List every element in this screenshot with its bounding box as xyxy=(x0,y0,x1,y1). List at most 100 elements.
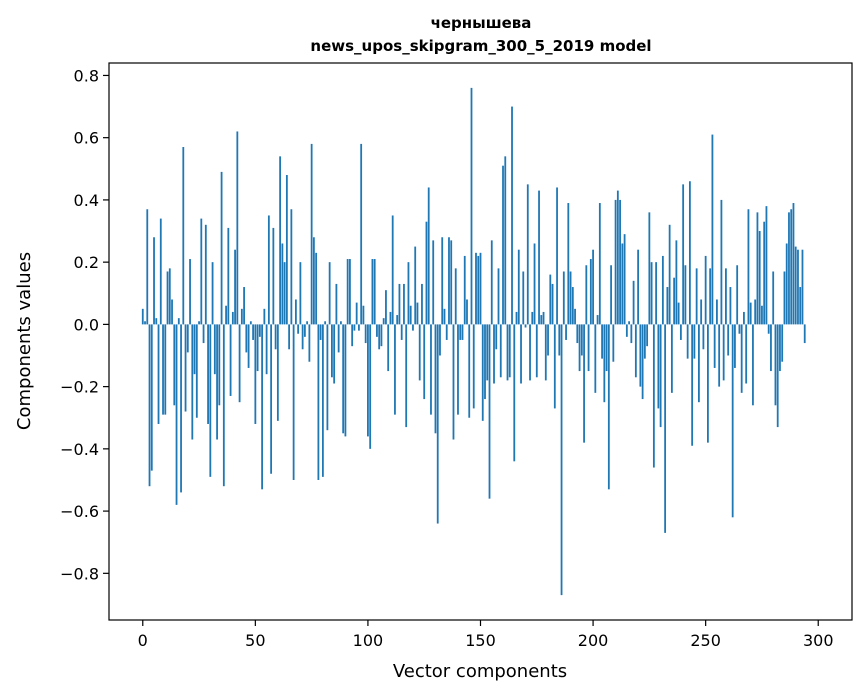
bar xyxy=(756,212,759,325)
bar xyxy=(249,321,252,325)
bar xyxy=(461,324,464,340)
bar xyxy=(562,271,565,325)
bar xyxy=(369,324,372,449)
bar xyxy=(716,299,718,325)
bar xyxy=(484,324,486,400)
bar xyxy=(560,324,563,596)
bar xyxy=(321,324,324,477)
bar xyxy=(204,224,207,325)
bar xyxy=(434,324,437,434)
bar xyxy=(312,237,315,325)
bar xyxy=(666,287,669,325)
bar xyxy=(141,308,144,325)
bar xyxy=(495,324,498,350)
bar xyxy=(702,324,705,350)
bar xyxy=(556,187,558,325)
bar xyxy=(353,324,356,331)
bar xyxy=(274,324,277,350)
bar xyxy=(612,324,615,362)
bar xyxy=(565,324,567,340)
bar xyxy=(166,271,169,325)
bar xyxy=(788,212,790,325)
bar xyxy=(452,324,455,440)
bar xyxy=(414,246,417,325)
bar xyxy=(200,218,203,325)
bar xyxy=(538,190,540,325)
bar xyxy=(790,209,793,325)
bar xyxy=(752,324,754,406)
bar xyxy=(657,324,660,409)
bar xyxy=(767,324,770,334)
bar xyxy=(252,324,254,340)
bar xyxy=(240,308,243,325)
bar xyxy=(511,106,513,325)
bar xyxy=(677,302,680,325)
bar xyxy=(276,324,279,421)
bar xyxy=(423,324,426,400)
bar xyxy=(398,283,401,325)
x-tick-label: 250 xyxy=(690,631,721,650)
bar xyxy=(502,165,504,325)
bar xyxy=(297,324,300,334)
x-tick-label: 0 xyxy=(138,631,148,650)
bar xyxy=(571,287,574,325)
bar xyxy=(317,324,320,480)
bar xyxy=(598,203,601,325)
y-tick-label: 0.2 xyxy=(74,253,99,272)
bar xyxy=(173,324,176,406)
bar xyxy=(684,265,687,325)
bar xyxy=(371,259,374,325)
bar xyxy=(614,199,617,325)
bar xyxy=(358,324,360,331)
bar xyxy=(216,324,218,440)
bar xyxy=(594,324,597,393)
bar xyxy=(643,324,646,359)
bar xyxy=(441,237,444,325)
bar xyxy=(734,324,736,368)
bar xyxy=(580,324,583,356)
bar xyxy=(443,308,446,325)
bar xyxy=(211,262,214,325)
bar xyxy=(355,302,358,325)
y-tick-label: −0.6 xyxy=(60,502,99,521)
x-axis-label: Vector components xyxy=(393,661,567,682)
bar xyxy=(418,324,421,381)
bar xyxy=(378,324,381,350)
bar xyxy=(763,221,766,325)
bar xyxy=(396,315,399,325)
bar xyxy=(416,302,419,325)
bar xyxy=(783,271,786,325)
bar xyxy=(220,171,223,325)
bar xyxy=(736,265,739,325)
bar xyxy=(432,240,435,325)
bar xyxy=(454,268,457,325)
bar xyxy=(803,324,806,344)
bar xyxy=(610,265,612,325)
bar xyxy=(389,311,392,325)
bar xyxy=(267,215,270,325)
bar xyxy=(738,324,741,334)
bar xyxy=(749,302,752,325)
bar xyxy=(391,215,394,325)
bar xyxy=(459,324,462,340)
bar xyxy=(245,324,248,353)
bar xyxy=(150,324,153,471)
bar xyxy=(159,218,162,325)
bar xyxy=(700,299,703,325)
bar xyxy=(407,262,410,325)
bar xyxy=(727,324,730,356)
bar xyxy=(315,252,318,325)
bar xyxy=(263,308,266,325)
bar xyxy=(772,271,775,325)
bar xyxy=(779,324,781,372)
bar xyxy=(470,87,473,325)
bar xyxy=(743,311,745,325)
bar xyxy=(531,311,534,325)
bar xyxy=(364,324,367,344)
bar xyxy=(616,190,619,325)
bar xyxy=(670,324,673,393)
bar xyxy=(567,203,570,325)
bar xyxy=(547,324,549,356)
y-tick-label: −0.8 xyxy=(60,564,99,583)
bar xyxy=(686,324,689,359)
